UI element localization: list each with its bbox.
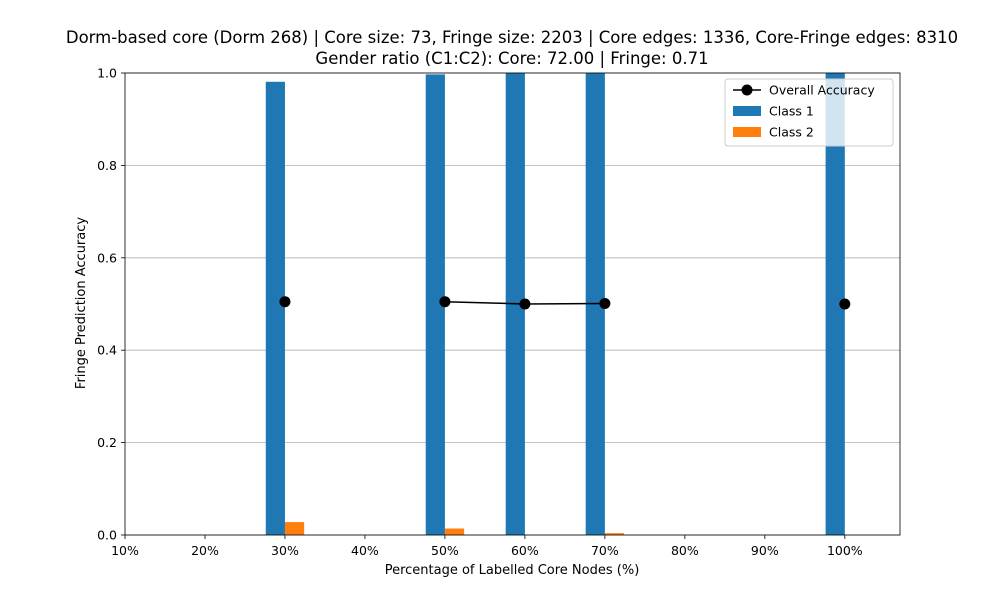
x-axis-label: Percentage of Labelled Core Nodes (%)	[385, 563, 640, 578]
x-tick-label: 100%	[827, 543, 863, 558]
chart-title-line-1: Dorm-based core (Dorm 268) | Core size: …	[66, 28, 958, 47]
line-layer	[279, 296, 851, 310]
x-tick-label: 90%	[751, 543, 779, 558]
legend-swatch-class-1	[733, 106, 761, 116]
x-tick-label: 50%	[431, 543, 459, 558]
x-tick-label: 70%	[591, 543, 619, 558]
y-axis-label: Fringe Prediction Accuracy	[74, 217, 89, 389]
bar-class-2	[604, 533, 625, 535]
y-tick-label: 0.0	[97, 528, 117, 543]
x-tick-label: 80%	[671, 543, 699, 558]
bar-class-1	[825, 73, 845, 535]
x-tick-label: 30%	[271, 543, 299, 558]
bar-class-1	[265, 81, 285, 535]
legend-marker-swatch	[741, 84, 753, 96]
overall-accuracy-point	[279, 296, 291, 308]
x-tick-label: 40%	[351, 543, 379, 558]
legend-label-overall-accuracy: Overall Accuracy	[769, 83, 875, 98]
legend-label-class-2: Class 2	[769, 125, 814, 140]
legend: Overall Accuracy Class 1 Class 2	[724, 78, 894, 147]
bar-class-2	[284, 522, 305, 535]
legend-label-class-1: Class 1	[769, 104, 814, 119]
bar-class-1	[425, 74, 445, 536]
overall-accuracy-point	[439, 296, 451, 308]
x-tick-label: 10%	[111, 543, 139, 558]
x-tick-label: 20%	[191, 543, 219, 558]
bar-class-2	[444, 528, 465, 535]
plot-frame	[124, 72, 901, 536]
chart-title-line-2: Gender ratio (C1:C2): Core: 72.00 | Frin…	[315, 49, 708, 68]
y-tick-label: 0.2	[97, 435, 117, 450]
y-tick-label: 1.0	[97, 66, 117, 81]
overall-accuracy-point	[599, 298, 611, 310]
x-tick-label: 60%	[511, 543, 539, 558]
y-tick-label: 0.8	[97, 158, 117, 173]
legend-swatch-class-2	[733, 127, 761, 137]
y-tick-label: 0.6	[97, 250, 117, 265]
y-tick-label: 0.4	[97, 343, 117, 358]
overall-accuracy-point	[519, 298, 531, 310]
overall-accuracy-point	[839, 298, 851, 310]
legend-box	[724, 78, 894, 147]
axes-layer: 10% 20% 30% 40% 50% 60% 70% 80% 90% 100% 0.0 0.2 0.4…	[97, 66, 901, 558]
